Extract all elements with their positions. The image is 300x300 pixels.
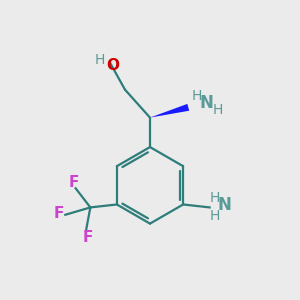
Text: F: F [69, 176, 79, 190]
Text: H: H [212, 103, 223, 117]
Text: H: H [191, 89, 202, 103]
Text: H: H [95, 52, 105, 67]
Text: H: H [210, 191, 220, 205]
Text: N: N [218, 196, 231, 214]
Text: N: N [200, 94, 214, 112]
Polygon shape [150, 104, 189, 118]
Text: F: F [54, 206, 64, 221]
Text: F: F [82, 230, 93, 245]
Text: H: H [210, 209, 220, 223]
Text: O: O [106, 58, 119, 73]
